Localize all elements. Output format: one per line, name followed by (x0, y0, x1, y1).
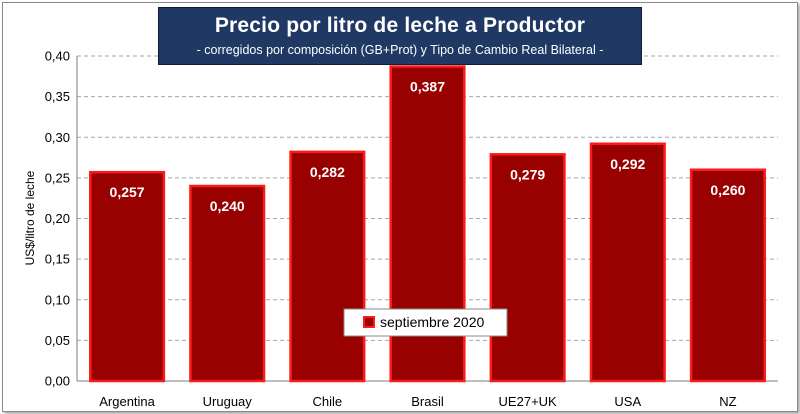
data-labels: 0,257 0,240 0,282 0,387 0,279 0,292 0,260 (110, 79, 746, 214)
bar-ue27-uk (489, 153, 566, 383)
title-banner: Precio por litro de leche a Productor - … (158, 7, 642, 65)
data-label: 0,257 (110, 184, 145, 200)
bar-nz (689, 168, 766, 383)
y-axis-title: US$/litro de leche (23, 170, 37, 265)
y-tick-label: 0,00 (45, 374, 70, 389)
x-tick-label: UE27+UK (499, 394, 557, 409)
legend: septiembre 2020 (343, 308, 508, 337)
y-tick-label: 0,20 (45, 211, 70, 226)
data-label: 0,240 (210, 198, 245, 214)
x-tick-label: USA (614, 394, 641, 409)
data-label: 0,292 (610, 156, 645, 172)
x-tick-label: Chile (313, 394, 343, 409)
y-tick-label: 0,10 (45, 292, 70, 307)
bar-uruguay (189, 184, 266, 383)
y-tick-label: 0,15 (45, 252, 70, 267)
legend-swatch (363, 316, 375, 328)
legend-label: septiembre 2020 (380, 314, 485, 330)
y-tick-label: 0,40 (45, 49, 70, 64)
x-tick-label: Uruguay (203, 394, 253, 409)
x-tick-label: Argentina (99, 394, 155, 409)
bar-chile (289, 150, 366, 383)
bar-argentina (89, 170, 166, 383)
y-tick-label: 0,05 (45, 333, 70, 348)
x-tick-label: NZ (719, 394, 736, 409)
chart-title: Precio por litro de leche a Productor (214, 14, 586, 37)
data-label: 0,260 (710, 182, 745, 198)
data-label: 0,387 (410, 79, 445, 95)
data-label: 0,282 (310, 164, 345, 180)
bar-usa (589, 142, 666, 383)
x-tick-label: Brasil (411, 394, 444, 409)
y-tick-label: 0,30 (45, 130, 70, 145)
data-label: 0,279 (510, 166, 545, 182)
y-tick-label: 0,35 (45, 89, 70, 104)
chart-subtitle: - corregidos por composición (GB+Prot) y… (196, 43, 604, 57)
y-tick-label: 0,25 (45, 170, 70, 185)
